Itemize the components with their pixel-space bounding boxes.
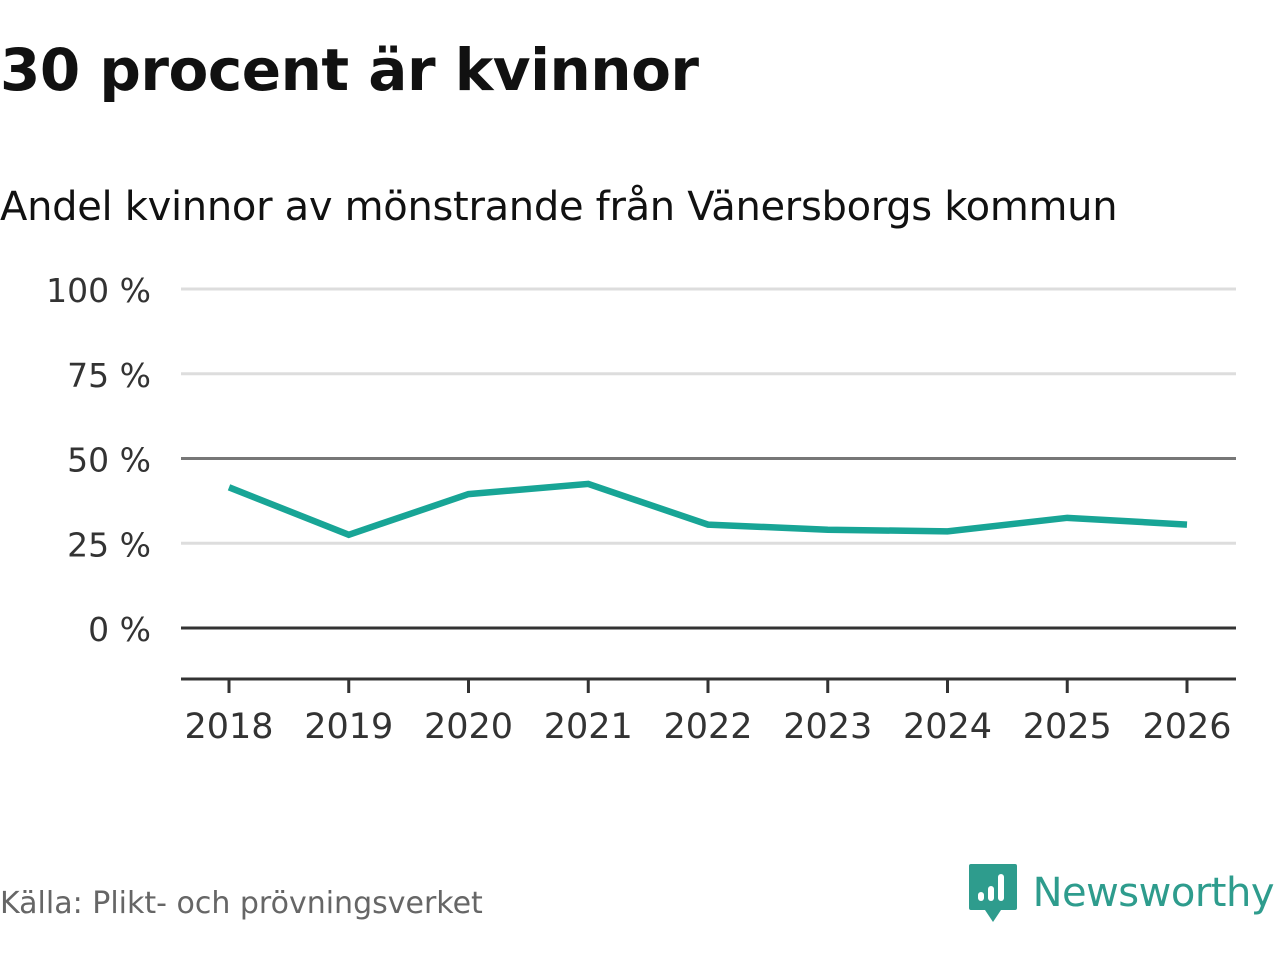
brand-logo: Newsworthy xyxy=(967,862,1275,924)
line-chart: 0 % 25 % 50 % 75 % 100 % 2018 2019 2020 2021 2022… xyxy=(46,271,1236,747)
y-tick-label: 100 % xyxy=(46,271,151,310)
y-tick-label: 25 % xyxy=(67,525,151,564)
chart-subtitle: Andel kvinnor av mönstrande från Vänersb… xyxy=(0,184,1118,230)
x-tick-label: 2024 xyxy=(903,707,992,747)
y-tick-label: 75 % xyxy=(67,356,151,395)
x-tick-label: 2019 xyxy=(304,707,393,747)
x-tick-label: 2025 xyxy=(1023,707,1112,747)
x-tick-label: 2026 xyxy=(1142,707,1231,747)
x-tick-label: 2018 xyxy=(184,707,273,747)
brand-name: Newsworthy xyxy=(1032,870,1275,916)
x-tick-label: 2020 xyxy=(424,707,513,747)
newsworthy-logo-icon xyxy=(968,864,1017,922)
x-tick-label: 2022 xyxy=(663,707,752,747)
x-tick-label: 2021 xyxy=(544,707,633,747)
series-line xyxy=(227,480,1188,539)
chart-title: 30 procent är kvinnor xyxy=(0,36,699,104)
source-note: Källa: Plikt- och prövningsverket xyxy=(0,886,483,921)
y-tick-label: 0 % xyxy=(88,610,151,649)
y-tick-label: 50 % xyxy=(67,441,151,480)
x-tick-label: 2023 xyxy=(783,707,872,747)
